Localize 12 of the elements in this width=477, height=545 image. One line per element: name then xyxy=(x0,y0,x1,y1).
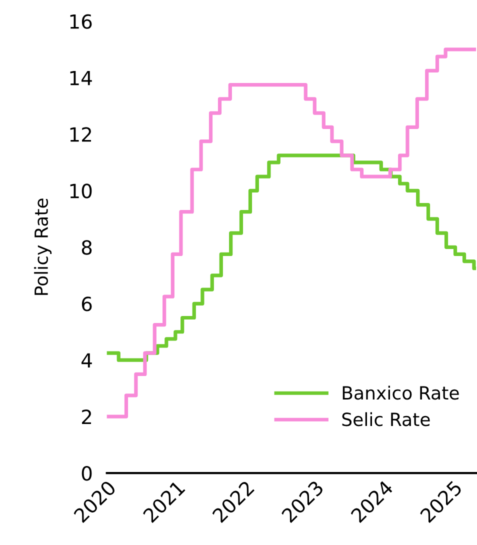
y-tick-label: 16 xyxy=(70,14,92,29)
y-axis-title: Policy Rate xyxy=(34,198,52,295)
y-tick-label: 4 xyxy=(82,353,92,368)
y-tick-label: 8 xyxy=(82,240,92,255)
legend-label: Banxico Rate xyxy=(342,386,459,400)
y-tick-label: 6 xyxy=(82,296,92,312)
y-tick-label: 12 xyxy=(70,127,92,142)
legend-label: Selic Rate xyxy=(342,412,430,426)
y-tick-label: 0 xyxy=(82,466,92,481)
y-tick-label: 14 xyxy=(70,70,92,86)
y-tick-label: 2 xyxy=(82,410,92,424)
y-tick-label: 10 xyxy=(70,184,92,198)
